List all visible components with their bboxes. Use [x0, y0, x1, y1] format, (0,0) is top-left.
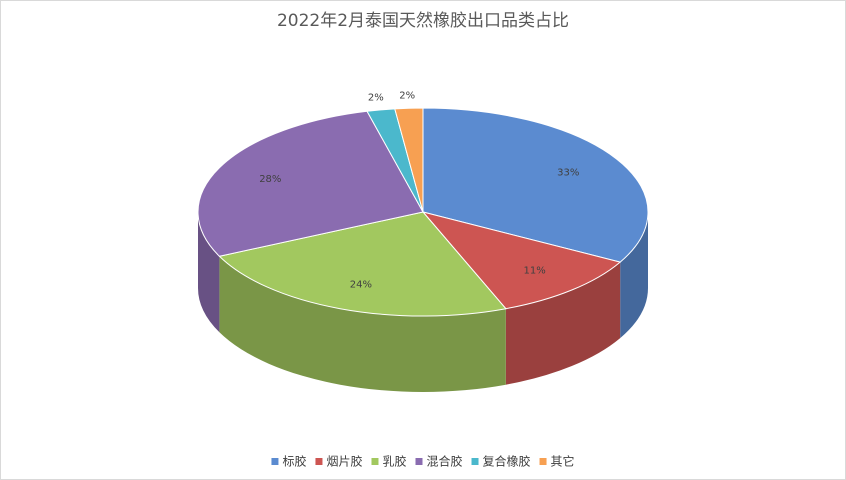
- slice-side: [505, 262, 621, 385]
- legend-label: 乳胶: [382, 454, 406, 469]
- slice: [218, 211, 507, 317]
- legend-label: 混合胶: [427, 454, 463, 469]
- data-label: 24%: [350, 280, 372, 291]
- legend-label: 其它: [551, 454, 575, 469]
- slice: [394, 107, 424, 213]
- legend-label: 标胶: [282, 454, 306, 469]
- data-label: 33%: [557, 167, 579, 178]
- slice: [421, 211, 622, 310]
- slice-side: [219, 256, 506, 392]
- data-label: 2%: [368, 93, 384, 104]
- data-label: 11%: [523, 266, 545, 277]
- chart-title: 2022年2月泰国天然橡胶出口品类占比: [277, 11, 569, 31]
- data-label: 2%: [399, 91, 415, 102]
- slice: [422, 107, 649, 263]
- legend-marker: [415, 458, 423, 465]
- data-label: 28%: [259, 174, 281, 185]
- slice-side: [620, 212, 648, 339]
- legend-label: 复合橡胶: [483, 454, 531, 469]
- slice: [197, 110, 424, 257]
- legend-marker: [271, 458, 279, 465]
- slice-side: [198, 212, 220, 333]
- legend-marker: [371, 458, 379, 465]
- legend-label: 烟片胶: [326, 454, 362, 469]
- legend-marker: [315, 458, 323, 465]
- legend-marker: [471, 458, 479, 465]
- legend-marker: [539, 458, 547, 465]
